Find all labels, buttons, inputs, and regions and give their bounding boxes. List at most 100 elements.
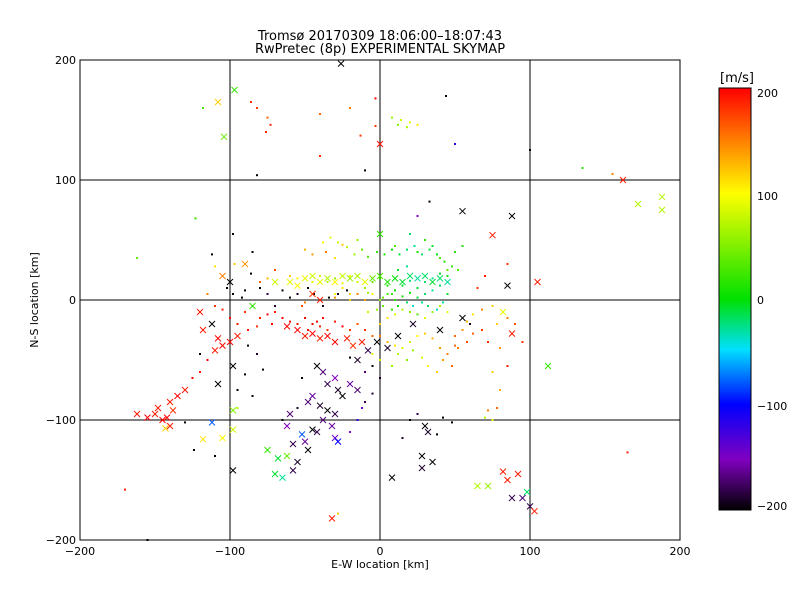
data-point-x: [309, 290, 316, 298]
x-tick-label: 200: [670, 545, 691, 558]
data-point-dot: [341, 282, 344, 285]
data-point-dot: [356, 293, 359, 295]
data-point-dot: [409, 121, 411, 124]
data-point-x: [346, 380, 354, 388]
data-point-x: [343, 335, 351, 342]
data-point-dot: [400, 119, 402, 121]
data-point-x: [249, 302, 256, 310]
data-point-dot: [349, 431, 351, 433]
data-point-dot: [226, 287, 228, 289]
data-point-dot: [374, 97, 377, 100]
data-point-dot: [506, 365, 509, 367]
data-point-x: [523, 488, 531, 496]
data-point-dot: [356, 239, 359, 241]
data-point-x: [436, 326, 444, 334]
data-point-dot: [386, 284, 389, 287]
data-point-x: [349, 342, 357, 349]
data-point-x: [337, 60, 345, 67]
data-point-dot: [232, 293, 234, 295]
data-point-dot: [401, 437, 404, 439]
data-point-dot: [451, 421, 453, 424]
y-tick-label: 200: [55, 54, 76, 67]
data-point-x: [319, 416, 327, 424]
colorbar-tick-label: 200: [757, 87, 778, 100]
data-point-dot: [386, 317, 389, 319]
data-point-dot: [271, 323, 273, 325]
data-point-dot: [457, 347, 459, 349]
data-point-dot: [334, 277, 336, 280]
data-point-dot: [529, 149, 531, 151]
data-point-dot: [401, 308, 404, 311]
data-point-dot: [499, 347, 501, 349]
y-tick-label: −100: [46, 414, 76, 427]
data-point-dot: [214, 265, 216, 268]
data-point-dot: [499, 389, 501, 391]
data-point-x: [504, 282, 511, 289]
data-point-x: [226, 338, 234, 346]
data-point-dot: [431, 289, 434, 292]
data-point-x: [220, 133, 228, 141]
data-point-dot: [466, 341, 468, 343]
data-point-dot: [296, 407, 299, 409]
data-point-dot: [374, 125, 377, 127]
data-point-dot: [409, 291, 411, 294]
data-point-dot: [428, 248, 431, 251]
data-point-dot: [581, 167, 584, 169]
data-point-x: [534, 278, 541, 286]
data-point-dot: [431, 277, 434, 280]
data-point-x: [219, 342, 226, 349]
data-point-x: [508, 330, 516, 337]
data-point-dot: [487, 409, 489, 412]
data-point-dot: [259, 281, 261, 283]
data-point-x: [346, 275, 354, 282]
data-point-x: [199, 435, 207, 443]
data-point-dot: [514, 323, 516, 325]
data-point-dot: [472, 313, 474, 316]
data-point-dot: [496, 407, 498, 409]
data-point-x: [499, 468, 507, 475]
data-point-dot: [236, 389, 239, 391]
data-point-dot: [281, 289, 284, 292]
data-point-dot: [301, 305, 303, 307]
data-point-dot: [436, 433, 438, 436]
data-point-x: [298, 431, 306, 438]
data-point-dot: [436, 253, 438, 256]
data-point-x: [334, 386, 342, 394]
data-point-dot: [439, 305, 441, 307]
data-point-x: [504, 476, 511, 484]
data-point-x: [334, 438, 342, 445]
data-point-x: [316, 278, 324, 286]
data-point-x: [376, 272, 384, 280]
data-point-dot: [304, 317, 306, 319]
data-point-dot: [319, 155, 321, 157]
data-point-x: [531, 507, 538, 515]
data-point-dot: [409, 419, 411, 421]
data-point-x: [459, 314, 466, 322]
data-point-x: [151, 410, 159, 418]
data-point-x: [324, 275, 331, 282]
data-point-dot: [398, 253, 401, 256]
data-point-x: [508, 212, 516, 220]
data-point-dot: [356, 419, 359, 421]
data-point-dot: [379, 377, 381, 379]
data-point-dot: [193, 449, 195, 451]
data-point-dot: [346, 289, 348, 292]
data-point-x: [309, 392, 316, 400]
data-point-x: [331, 338, 339, 346]
data-point-dot: [401, 347, 404, 349]
colorbar-ticks: 200 100 0 −100 −200: [757, 87, 787, 513]
data-point-dot: [349, 107, 351, 109]
data-point-x: [544, 362, 552, 370]
data-point-x: [294, 458, 301, 466]
data-point-dot: [394, 313, 396, 316]
data-point-dot: [431, 311, 434, 313]
data-point-dot: [484, 275, 486, 277]
data-point-dot: [322, 305, 324, 307]
data-point-dot: [322, 317, 324, 319]
data-point-dot: [406, 265, 408, 268]
x-tick-label: 0: [377, 545, 384, 558]
data-point-x: [384, 278, 391, 286]
data-point-dot: [391, 293, 393, 295]
data-point-x: [489, 231, 496, 239]
data-point-dot: [353, 253, 356, 256]
